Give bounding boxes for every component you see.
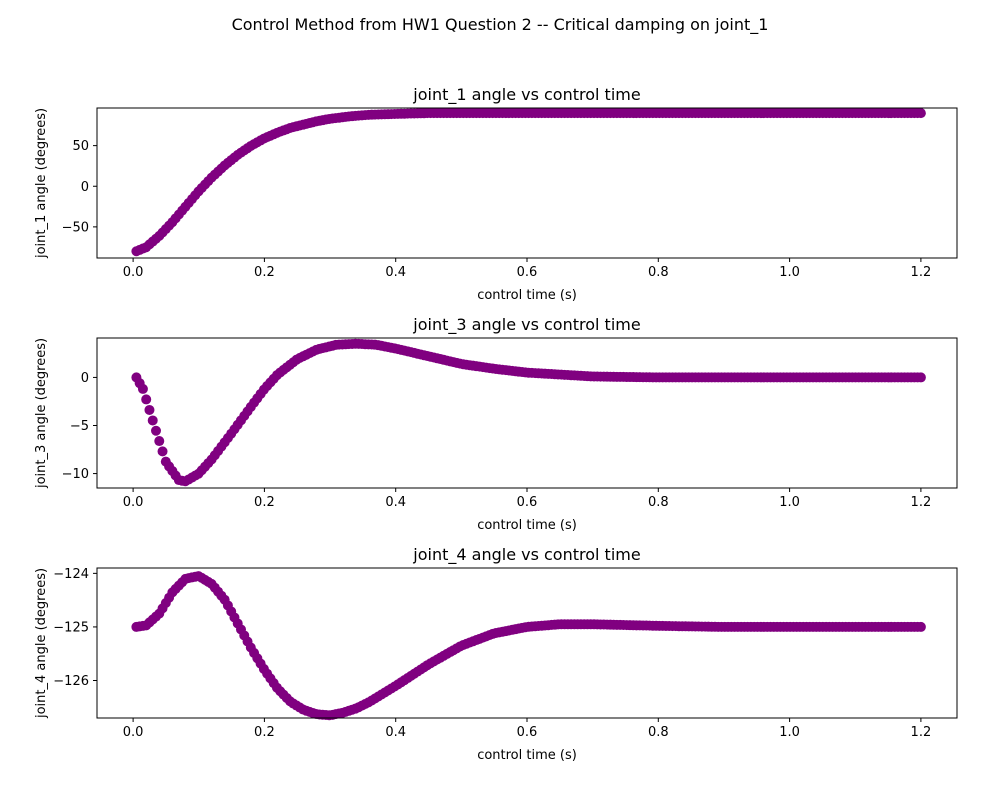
series-markers <box>131 571 926 721</box>
y-tick-label: −125 <box>53 620 89 635</box>
data-point <box>915 621 926 632</box>
x-tick-label: 1.2 <box>911 495 932 510</box>
subplot-3: 0.0 0.2 0.4 0.6 0.8 1.0 1.2 −126 −125 −124 joint_4… <box>34 545 958 763</box>
x-tick-label: 0.8 <box>648 495 669 510</box>
x-axis-label: control time (s) <box>477 748 577 763</box>
x-tick-label: 0.2 <box>254 725 275 740</box>
x-tick-label: 0.0 <box>123 495 144 510</box>
x-tick-label: 0.6 <box>517 495 538 510</box>
x-tick-label: 1.2 <box>911 265 932 280</box>
x-tick-label: 0.4 <box>385 265 406 280</box>
x-tick-label: 1.2 <box>911 725 932 740</box>
x-tick-label: 0.0 <box>123 265 144 280</box>
y-tick-label: −50 <box>62 220 89 235</box>
subplot-title: joint_3 angle vs control time <box>412 315 640 335</box>
axes-frame <box>96 567 958 719</box>
x-tick-label: 0.8 <box>648 265 669 280</box>
y-tick-label: −10 <box>62 467 89 482</box>
data-point <box>144 404 155 415</box>
y-tick-label: −126 <box>53 674 89 689</box>
x-tick-label: 1.0 <box>779 495 800 510</box>
x-tick-label: 1.0 <box>779 265 800 280</box>
data-point <box>157 446 168 457</box>
y-tick-label: −124 <box>53 567 89 582</box>
x-tick-label: 1.0 <box>779 725 800 740</box>
data-point <box>154 436 165 447</box>
subplot-1: 0.0 0.2 0.4 0.6 0.8 1.0 1.2 −50 0 50 joint_1 angle… <box>34 85 958 303</box>
y-tick-label: 0 <box>81 371 89 386</box>
series-markers <box>131 108 926 257</box>
x-tick-label: 0.2 <box>254 495 275 510</box>
data-point <box>151 425 161 436</box>
x-tick-label: 0.8 <box>648 725 669 740</box>
y-tick-label: 50 <box>72 139 89 154</box>
y-axis-label: joint_3 angle (degrees) <box>34 338 49 489</box>
x-tick-label: 0.6 <box>517 265 538 280</box>
x-tick-label: 0.0 <box>123 725 144 740</box>
data-point <box>137 383 148 394</box>
subplot-2: 0.0 0.2 0.4 0.6 0.8 1.0 1.2 −10 −5 0 joint_3 angle… <box>34 315 958 533</box>
x-tick-label: 0.4 <box>385 495 406 510</box>
axes-frame <box>96 337 958 489</box>
x-tick-label: 0.4 <box>385 725 406 740</box>
data-point <box>147 415 158 426</box>
data-point <box>915 372 926 383</box>
y-tick-label: 0 <box>81 180 89 195</box>
x-axis-label: control time (s) <box>477 518 577 533</box>
data-point <box>141 394 152 405</box>
x-tick-label: 0.2 <box>254 265 275 280</box>
data-point <box>915 108 926 119</box>
figure-suptitle: Control Method from HW1 Question 2 -- Cr… <box>232 15 769 35</box>
axes-frame <box>96 107 958 259</box>
series-markers <box>131 338 926 487</box>
x-axis-label: control time (s) <box>477 288 577 303</box>
y-tick-label: −5 <box>70 419 89 434</box>
y-axis-label: joint_4 angle (degrees) <box>34 568 49 719</box>
subplot-title: joint_1 angle vs control time <box>412 85 640 105</box>
x-tick-label: 0.6 <box>517 725 538 740</box>
y-axis-label: joint_1 angle (degrees) <box>34 108 49 259</box>
subplot-title: joint_4 angle vs control time <box>412 545 640 565</box>
